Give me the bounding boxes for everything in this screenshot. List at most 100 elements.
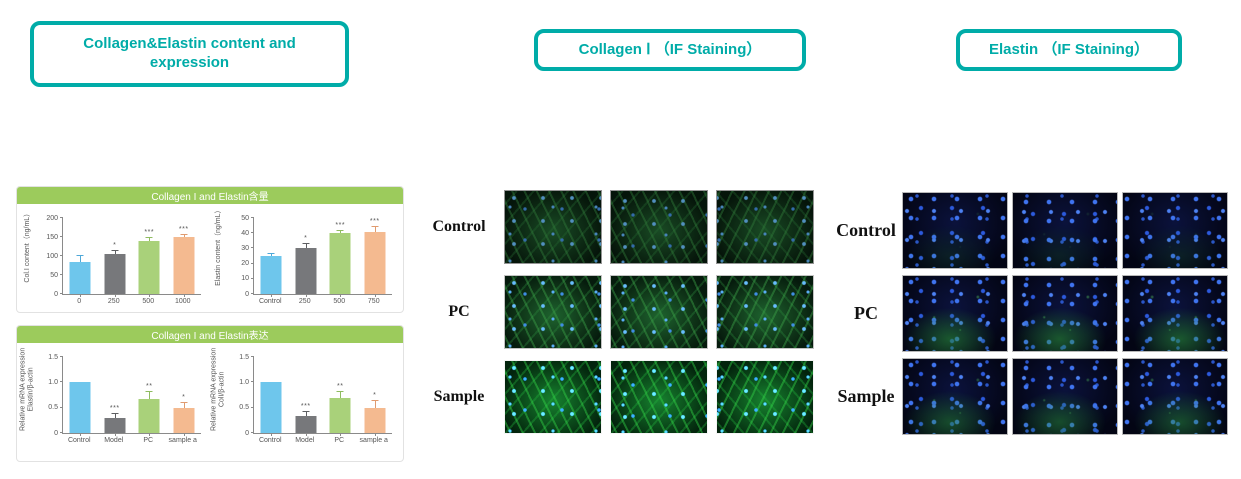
if-image-collagen-pc-2 <box>610 275 708 349</box>
chart-elastin-mrna: Relative mRNA expression Elastin/β-actin… <box>19 348 208 444</box>
y-axis-label-wrap: Relative mRNA expression ColI/β-actin <box>210 348 227 444</box>
bar-slot <box>254 357 289 433</box>
error-bar <box>80 256 82 262</box>
y-tick-label: 1.5 <box>48 353 58 361</box>
elastin-if-row-control: Control <box>830 192 1232 269</box>
elastin-if-row-sample: Sample <box>830 358 1232 435</box>
if-image-collagen-pc-1 <box>504 275 602 349</box>
x-tick-label: Control <box>258 437 282 444</box>
y-tick-label: 150 <box>46 233 58 241</box>
error-bar <box>149 238 151 241</box>
bar <box>138 240 160 294</box>
y-tick-mark <box>60 406 63 408</box>
x-tick-label: 500 <box>142 298 155 305</box>
collagen-if-row-control: Control <box>414 190 822 264</box>
x-tick-label: sample a <box>359 437 388 444</box>
elastin-if-row-pc: PC <box>830 275 1232 352</box>
significance-stars: * <box>113 242 117 250</box>
y-tick-label: 50 <box>50 271 58 279</box>
row-label-control: Control <box>432 218 486 235</box>
x-tick-mark <box>149 433 151 436</box>
if-image-collagen-sample-3 <box>716 360 814 434</box>
x-tick-mark <box>340 294 342 297</box>
y-tick-mark <box>60 274 63 275</box>
x-tick-label: PC <box>334 437 345 444</box>
header-elastin-if-label: Elastin （IF Staining） <box>988 40 1149 58</box>
bar <box>260 256 282 294</box>
x-tick-mark <box>305 294 307 297</box>
x-tick-label: sample a <box>168 437 197 444</box>
y-tick-mark <box>251 247 254 249</box>
error-bar-cap <box>180 401 188 403</box>
chart-col1-content: Col.I content（ng/mL） 0 50 100 150 200 * *** ***… <box>19 210 208 305</box>
significance-stars: * <box>304 234 308 242</box>
error-bar <box>305 243 307 249</box>
y-tick-mark <box>60 236 63 237</box>
bar <box>69 382 91 433</box>
plot-area: 0 10 20 30 40 50 * *** *** <box>241 215 392 298</box>
error-bar-cap <box>76 255 84 257</box>
bar-slot: *** <box>323 218 358 294</box>
panel-content: Collagen I and Elastin含量 Col.I content（n… <box>16 186 404 313</box>
y-axis-label: Elastin content（ng/mL） <box>214 206 222 286</box>
y-tick-label: 20 <box>241 260 249 268</box>
plot-column: 0 0.5 1.0 1.5 *** ** * Control Model PC sample a <box>36 349 201 444</box>
y-tick-label: 10 <box>241 275 249 283</box>
error-bar <box>183 402 185 408</box>
collagen-if-row-pc: PC <box>414 275 822 349</box>
error-bar <box>340 230 342 234</box>
bar <box>173 237 195 294</box>
y-tick-label: 0.5 <box>48 404 58 412</box>
error-bar <box>374 227 376 232</box>
bar-slot <box>63 218 98 294</box>
y-tick-mark <box>251 406 254 408</box>
y-tick-mark <box>60 217 63 218</box>
header-collagen-if: Collagen Ⅰ （IF Staining） <box>534 29 806 71</box>
row-label-control: Control <box>836 220 896 240</box>
chart-col1-mrna: Relative mRNA expression ColI/β-actin 0 0… <box>210 348 399 444</box>
panel-expression-title: Collagen I and Elastin表达 <box>17 326 403 343</box>
significance-stars: *** <box>335 221 346 229</box>
if-image-collagen-control-2 <box>610 190 708 264</box>
y-tick-label: 1.5 <box>239 353 249 361</box>
x-axis-labels: Control Model PC sample a <box>62 437 200 444</box>
x-axis-labels: Control 250 500 750 <box>253 298 391 305</box>
error-bar-cap <box>111 412 119 414</box>
x-tick-label: 1000 <box>174 298 191 305</box>
error-bar-cap <box>336 229 344 231</box>
error-bar-cap <box>371 226 379 228</box>
bar <box>104 417 126 433</box>
if-image-collagen-pc-3 <box>716 275 814 349</box>
bar <box>260 382 282 433</box>
bar <box>364 231 386 294</box>
y-tick-mark <box>251 293 254 294</box>
y-tick-label: 30 <box>241 244 249 252</box>
y-tick-label: 100 <box>46 252 58 260</box>
if-image-elastin-sample-3 <box>1122 358 1228 435</box>
if-image-elastin-control-1 <box>902 192 1008 269</box>
y-tick-label: 0 <box>245 429 249 437</box>
x-tick-mark <box>114 433 116 436</box>
x-tick-mark <box>80 433 82 436</box>
error-bar-cap <box>302 242 310 244</box>
bar <box>329 397 351 433</box>
plot-area: 0 50 100 150 200 * *** *** <box>46 215 202 298</box>
error-bar <box>114 413 116 418</box>
bar-slot: *** <box>289 357 324 433</box>
y-tick-mark <box>251 381 254 383</box>
y-tick-mark <box>60 356 63 357</box>
significance-stars: *** <box>300 402 311 410</box>
if-image-elastin-pc-2 <box>1012 275 1118 352</box>
x-tick-mark <box>271 294 273 297</box>
x-tick-mark <box>149 294 151 297</box>
header-collagen-if-label: Collagen Ⅰ （IF Staining） <box>578 40 762 58</box>
bar-slot: *** <box>167 218 202 294</box>
header-content-expression: Collagen&Elastin content and expression <box>30 21 349 87</box>
error-bar-cap <box>145 237 153 239</box>
row-label-sample: Sample <box>837 386 895 406</box>
bar-slot: * <box>289 218 324 294</box>
bar-slot: *** <box>98 357 133 433</box>
chart-elastin-content: Elastin content（ng/mL） 0 10 20 30 40 50 * *** **… <box>210 207 399 305</box>
if-image-collagen-control-1 <box>504 190 602 264</box>
